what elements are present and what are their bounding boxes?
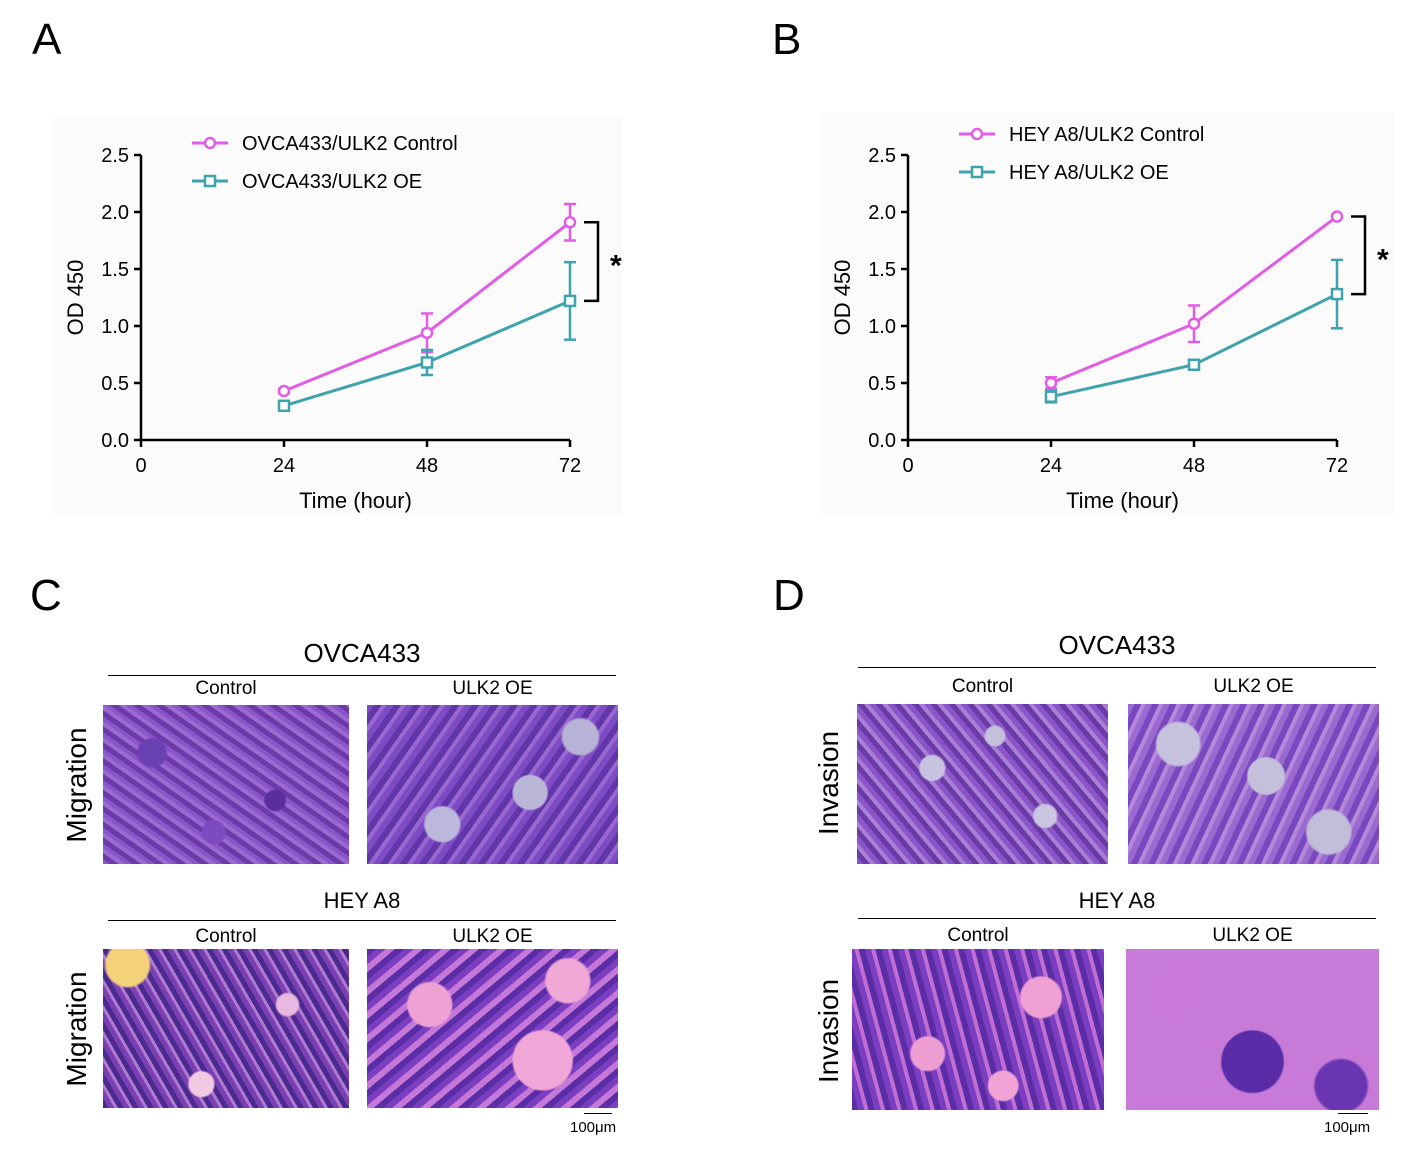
- chart-b-y-tick-label: 1.5: [868, 259, 896, 281]
- chart-a-x-axis-label: Time (hour): [299, 488, 412, 513]
- chart-b-series-oe-point: [1330, 287, 1344, 301]
- chart-b-series-oe-point: [1044, 390, 1058, 403]
- section-c-scale-label: 100μm: [570, 1119, 617, 1136]
- section-d-bottom-divider: [858, 918, 1376, 919]
- chart-a-series-control-point: [420, 326, 434, 340]
- chart-b-series-control-point: [1044, 376, 1058, 390]
- section-c-top-divider: [108, 675, 616, 676]
- section-d-top-row-label: Invasion: [813, 730, 844, 836]
- chart-a-y-tick-label: 2.0: [101, 202, 129, 224]
- chart-b-significance-bracket: [1351, 215, 1367, 296]
- chart-a-series-oe-point: [277, 399, 291, 413]
- micrograph-c-heya8-control: [103, 949, 349, 1108]
- chart-a-series-control-point: [563, 216, 577, 229]
- chart-b-legend-control-marker: [970, 127, 984, 141]
- chart-a-legend-oe-marker: [203, 174, 217, 188]
- chart-b-series-control-point: [1330, 210, 1344, 223]
- chart-b-series-control-point: [1187, 317, 1201, 330]
- chart-a-x-tick-label: 24: [273, 455, 295, 477]
- section-d-top-title: OVCA433: [1058, 630, 1176, 660]
- chart-a-legend-oe-label: OVCA433/ULK2 OE: [242, 171, 422, 193]
- section-c-top-title: OVCA433: [303, 638, 421, 668]
- chart-a-x-tick-label: 72: [559, 455, 581, 477]
- chart-a-legend-control-marker: [203, 136, 217, 150]
- chart-a-significance-bracket: [584, 221, 600, 303]
- chart-b-y-tick-label: 2.0: [868, 202, 896, 224]
- chart-a-y-axis-label: OD 450: [63, 260, 88, 336]
- chart-b-x-axis-label: Time (hour): [1066, 488, 1179, 513]
- chart-b: 0.0 0.5 1.0 1.5 2.0 2.5 0 24 48 72 Time (hour) OD 4…: [830, 124, 1389, 513]
- chart-b-y-tick-label: 0.0: [868, 430, 896, 452]
- chart-b-x-tick-label: 24: [1040, 455, 1062, 477]
- chart-b-y-tick-label: 2.5: [868, 145, 896, 167]
- section-c-top-col-control: Control: [195, 678, 257, 699]
- section-d-bottom-title: HEY A8: [1078, 888, 1156, 913]
- section-d-bottom-col-oe: ULK2 OE: [1212, 925, 1293, 946]
- chart-b-series-control-line: [1050, 215, 1338, 385]
- section-c-scale-bar: [584, 1113, 612, 1114]
- chart-b-legend-control-label: HEY A8/ULK2 Control: [1009, 124, 1204, 146]
- chart-a-series-oe-point: [563, 294, 577, 308]
- micrograph-d-heya8-oe: [1126, 949, 1379, 1110]
- micrograph-c-ovca433-oe: [367, 705, 618, 864]
- section-c-top-col-oe: ULK2 OE: [452, 678, 533, 699]
- chart-a-y-tick-label: 2.5: [101, 145, 129, 167]
- micrograph-d-ovca433-oe: [1128, 704, 1379, 864]
- section-c-bottom-title: HEY A8: [323, 888, 401, 913]
- chart-a-series-control-point: [277, 384, 291, 398]
- chart-a-background: [52, 118, 622, 514]
- chart-b-x-tick-label: 72: [1326, 455, 1348, 477]
- micrograph-d-ovca433-control: [857, 704, 1108, 864]
- section-d-top-divider: [858, 667, 1376, 668]
- section-d-scale-bar: [1338, 1113, 1368, 1114]
- chart-b-significance-star: *: [1377, 243, 1389, 276]
- chart-a: 0.0 0.5 1.0 1.5 2.0 2.5 0 24 48 72 Time (hour) OD 4…: [63, 133, 622, 513]
- panel-letter-a: A: [32, 15, 62, 64]
- chart-a-series-oe-point: [420, 356, 434, 369]
- chart-a-y-tick-label: 1.5: [101, 259, 129, 281]
- section-c-bottom-row-label: Migration: [61, 971, 92, 1087]
- section-d-top-col-oe: ULK2 OE: [1213, 676, 1294, 697]
- section-d-top-col-control: Control: [951, 676, 1014, 697]
- chart-a-y-tick-label: 0.0: [101, 430, 129, 452]
- micrograph-c-heya8-oe: [367, 949, 618, 1108]
- section-c-bottom-col-oe: ULK2 OE: [452, 926, 533, 947]
- chart-a-significance-star: *: [610, 250, 622, 283]
- micrograph-c-ovca433-control: [103, 705, 349, 864]
- chart-a-x-tick-label: 48: [416, 455, 438, 477]
- panel-letter-d: D: [773, 571, 805, 620]
- section-d-scale-label: 100μm: [1324, 1119, 1371, 1136]
- section-c-bottom-divider: [108, 920, 616, 921]
- chart-b-y-tick-label: 1.0: [868, 316, 896, 338]
- chart-b-series-oe-point: [1187, 358, 1201, 372]
- chart-b-y-axis-label: OD 450: [830, 260, 855, 336]
- panel-letter-b: B: [772, 15, 802, 64]
- section-c-bottom-col-control: Control: [195, 926, 257, 947]
- section-c-top-row-label: Migration: [61, 727, 92, 843]
- micrograph-d-heya8-control: [852, 949, 1104, 1110]
- chart-b-x-tick-label: 48: [1183, 455, 1205, 477]
- chart-a-y-tick-label: 1.0: [101, 316, 129, 338]
- chart-a-legend-control-label: OVCA433/ULK2 Control: [242, 133, 458, 155]
- section-d-bottom-col-control: Control: [947, 925, 1009, 946]
- section-d-bottom-row-label: Invasion: [813, 978, 844, 1084]
- chart-a-y-tick-label: 0.5: [101, 373, 129, 395]
- panel-letter-c: C: [30, 571, 62, 620]
- chart-b-x-tick-label: 0: [902, 455, 913, 477]
- chart-a-x-tick-label: 0: [135, 455, 146, 477]
- chart-b-legend-oe-marker: [970, 165, 984, 179]
- chart-b-legend-oe-label: HEY A8/ULK2 OE: [1009, 162, 1169, 184]
- chart-b-y-tick-label: 0.5: [868, 373, 896, 395]
